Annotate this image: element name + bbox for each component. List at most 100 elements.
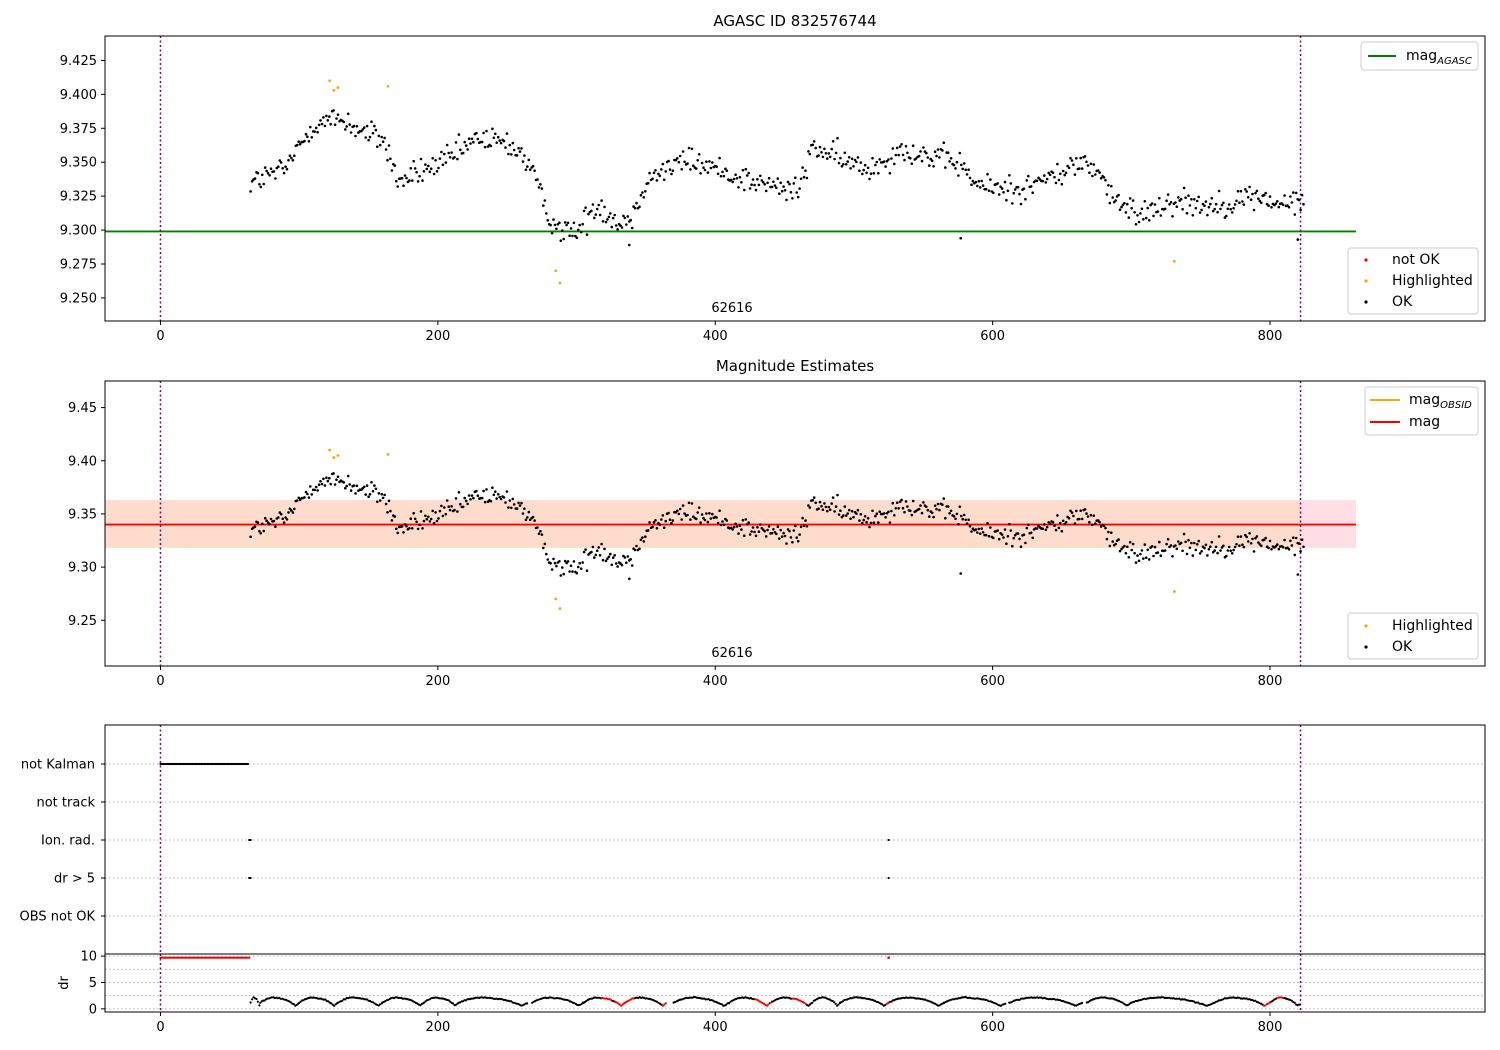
ok-point xyxy=(1213,207,1216,211)
ok-point xyxy=(1102,176,1106,179)
ok-point xyxy=(1061,169,1065,173)
ok-point xyxy=(861,172,864,176)
ok-point xyxy=(316,130,319,134)
ok-point xyxy=(949,509,953,513)
dr-point xyxy=(580,1002,583,1006)
dr-point xyxy=(255,997,258,1001)
ok-point xyxy=(409,167,413,170)
ok-point xyxy=(533,169,536,172)
ok-point xyxy=(1044,181,1048,184)
ok-point xyxy=(670,172,673,176)
ok-point xyxy=(1248,185,1251,189)
ok-point xyxy=(641,191,644,194)
dr-point xyxy=(811,1001,814,1004)
panel2-point-legend-box xyxy=(1347,612,1479,660)
y-tick-label-0: 9.25 xyxy=(68,614,97,629)
ok-point xyxy=(1002,191,1005,194)
ok-point xyxy=(1094,522,1097,525)
ok-point xyxy=(1197,539,1200,543)
ok-point xyxy=(405,176,408,180)
ok-point xyxy=(561,229,564,232)
ok-point xyxy=(869,172,873,175)
ok-point xyxy=(763,183,766,186)
ok-point xyxy=(843,505,847,508)
ok-point xyxy=(626,215,630,218)
ok-point xyxy=(427,515,430,519)
ok-point xyxy=(1293,553,1297,557)
ok-point xyxy=(444,161,448,164)
ok-point xyxy=(936,502,940,506)
ok-point xyxy=(459,502,462,506)
ok-point xyxy=(833,157,836,161)
ok-point xyxy=(320,122,324,126)
ok-point xyxy=(1035,527,1039,530)
ok-point xyxy=(1248,532,1251,535)
ok-point xyxy=(518,150,522,153)
ok-point xyxy=(448,508,452,512)
ok-point xyxy=(611,556,615,559)
flag-label-0: not Kalman xyxy=(21,758,95,773)
ok-point xyxy=(903,158,906,162)
ok-point xyxy=(593,216,596,220)
ok-point xyxy=(731,180,734,184)
ok-point xyxy=(1238,544,1241,547)
ok-point xyxy=(1179,197,1183,201)
ok-point xyxy=(1107,184,1110,187)
dr-point xyxy=(1254,999,1257,1002)
ok-point xyxy=(355,484,359,488)
ok-point xyxy=(664,519,667,523)
dr-point xyxy=(422,1001,426,1004)
ok-point xyxy=(520,501,523,505)
ok-point xyxy=(419,510,423,513)
ok-point xyxy=(1226,207,1230,211)
panel2-line-legend: magOBSID mag xyxy=(1364,386,1479,436)
ok-point xyxy=(661,514,665,517)
ok-point xyxy=(1214,545,1218,549)
ok-point xyxy=(593,556,596,559)
ok-point xyxy=(782,531,785,535)
ok-point xyxy=(1128,541,1132,544)
ok-point xyxy=(735,525,739,528)
dr-point xyxy=(251,998,254,1001)
ok-point xyxy=(767,525,771,528)
ok-point xyxy=(856,156,860,159)
ok-point xyxy=(480,140,484,144)
ok-point xyxy=(419,157,423,161)
ok-point xyxy=(482,131,485,135)
ok-point xyxy=(909,509,912,513)
ok-point xyxy=(604,220,608,224)
ok-point xyxy=(760,179,764,182)
ok-point xyxy=(911,499,915,503)
ok-point xyxy=(1067,517,1071,520)
ok-point xyxy=(954,167,957,170)
ok-point xyxy=(906,151,909,155)
ok-point xyxy=(705,512,708,515)
ok-point xyxy=(1260,201,1263,205)
ok-point xyxy=(453,156,456,159)
ok-point xyxy=(1206,213,1209,217)
ok-point xyxy=(1182,532,1186,536)
ok-point xyxy=(591,545,595,549)
ok-point xyxy=(380,135,384,139)
ok-point xyxy=(772,528,775,531)
ok-point xyxy=(429,167,433,170)
ok-point xyxy=(942,141,946,144)
ok-point xyxy=(1124,211,1128,214)
highlighted-point-2 xyxy=(336,454,340,457)
ok-point xyxy=(438,157,442,160)
ok-point xyxy=(469,498,472,501)
ok-point xyxy=(862,168,865,172)
ok-point xyxy=(744,167,748,171)
ok-point xyxy=(959,236,962,240)
dr-x-tick-label-400: 400 xyxy=(703,1020,728,1035)
ok-point xyxy=(657,172,660,176)
ok-point xyxy=(422,170,426,173)
ok-point xyxy=(1262,193,1266,197)
ok-point xyxy=(432,521,436,525)
ok-point xyxy=(287,158,290,162)
ok-point xyxy=(897,153,900,157)
y-tick-label-3: 9.40 xyxy=(68,454,97,469)
dr-point xyxy=(327,1000,330,1003)
ok-point xyxy=(1193,541,1196,545)
ok-point xyxy=(569,564,573,568)
